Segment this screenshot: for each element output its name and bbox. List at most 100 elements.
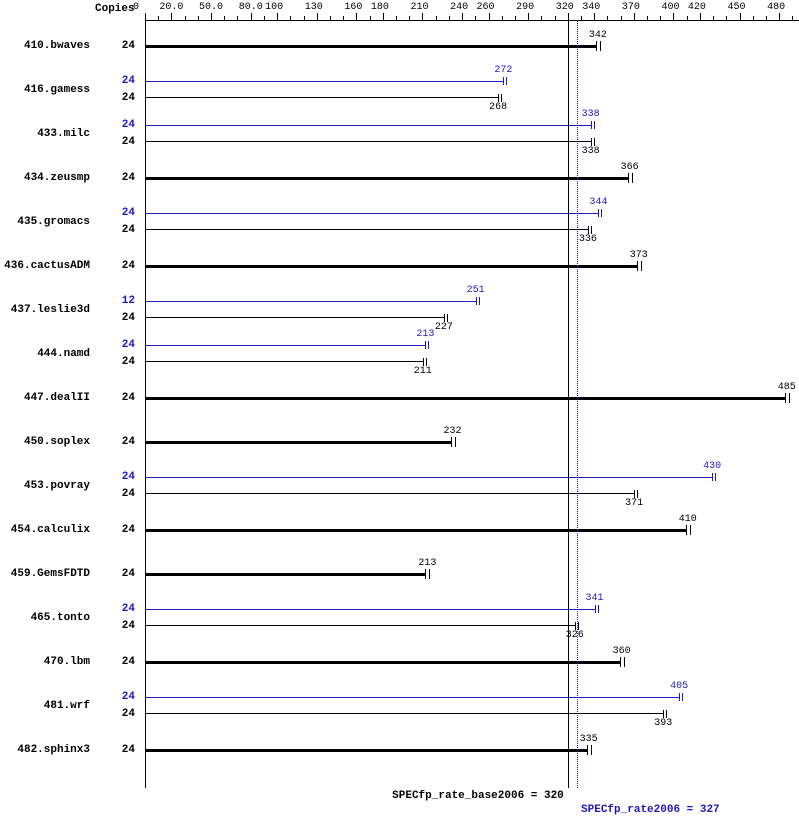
base-value: 366 <box>621 162 639 173</box>
base-copies: 24 <box>95 656 135 668</box>
peak-cap <box>503 77 504 85</box>
major-tick <box>171 13 172 20</box>
base-bar <box>145 661 621 664</box>
base-cap <box>429 569 430 579</box>
base-copies: 24 <box>95 708 135 720</box>
base-bar <box>145 573 426 576</box>
major-tick <box>779 13 780 20</box>
spec-benchmark-chart: 020.050.080.0100130160180210240260290320… <box>0 0 799 831</box>
peak-bar <box>145 477 713 478</box>
base-cap <box>785 393 786 403</box>
base-cap <box>641 261 642 271</box>
base-cap <box>587 745 588 755</box>
copies-header: Copies <box>95 3 135 15</box>
minor-tick <box>726 16 727 20</box>
minor-tick <box>792 16 793 20</box>
x-tick-label: 370 <box>622 2 652 13</box>
x-tick-label: 340 <box>582 2 612 13</box>
major-tick <box>383 13 384 20</box>
reference-line-peak <box>577 20 578 788</box>
minor-tick <box>370 16 371 20</box>
y-axis-left <box>145 20 146 788</box>
base-cap <box>663 710 664 718</box>
benchmark-name: 465.tonto <box>0 612 90 624</box>
base-bar <box>145 529 687 532</box>
base-cap <box>498 94 499 102</box>
peak-copies: 24 <box>95 207 135 219</box>
peak-cap <box>679 693 680 701</box>
base-cap <box>596 41 597 51</box>
base-bar <box>145 229 589 230</box>
minor-tick <box>343 16 344 20</box>
major-tick <box>489 13 490 20</box>
base-cap <box>455 437 456 447</box>
base-value: 232 <box>444 426 462 437</box>
base-cap <box>634 490 635 498</box>
major-tick <box>673 13 674 20</box>
peak-value: 213 <box>416 329 434 340</box>
minor-tick <box>449 16 450 20</box>
minor-tick <box>396 16 397 20</box>
peak-copies: 24 <box>95 603 135 615</box>
base-cap <box>423 358 424 366</box>
base-cap <box>628 173 629 183</box>
benchmark-name: 482.sphinx3 <box>0 744 90 756</box>
base-value: 485 <box>778 382 796 393</box>
base-value: 336 <box>579 234 597 245</box>
benchmark-name: 444.namd <box>0 348 90 360</box>
base-cap <box>789 393 790 403</box>
major-tick <box>634 13 635 20</box>
base-copies: 24 <box>95 436 135 448</box>
peak-cap <box>598 209 599 217</box>
base-copies: 24 <box>95 312 135 324</box>
major-tick <box>568 13 569 20</box>
peak-value: 272 <box>494 65 512 76</box>
base-copies: 24 <box>95 524 135 536</box>
major-tick <box>356 13 357 20</box>
base-bar <box>145 141 592 142</box>
peak-cap <box>601 209 602 217</box>
peak-bar <box>145 125 592 126</box>
base-copies: 24 <box>95 620 135 632</box>
x-tick-label: 130 <box>305 2 335 13</box>
peak-cap <box>682 693 683 701</box>
base-cap <box>501 94 502 102</box>
base-cap <box>632 173 633 183</box>
minor-tick <box>224 16 225 20</box>
base-copies: 24 <box>95 744 135 756</box>
major-tick <box>462 13 463 20</box>
benchmark-name: 453.povray <box>0 480 90 492</box>
base-value: 211 <box>414 366 432 377</box>
benchmark-name: 459.GemsFDTD <box>0 568 90 580</box>
peak-copies: 24 <box>95 471 135 483</box>
base-cap <box>425 569 426 579</box>
peak-value: 251 <box>467 285 485 296</box>
benchmark-name: 433.milc <box>0 128 90 140</box>
major-tick <box>740 13 741 20</box>
x-tick-label: 100 <box>265 2 295 13</box>
major-tick <box>594 13 595 20</box>
base-value: 393 <box>654 718 672 729</box>
peak-copies: 24 <box>95 119 135 131</box>
minor-tick <box>541 16 542 20</box>
base-bar <box>145 361 424 362</box>
peak-cap <box>476 297 477 305</box>
minor-tick <box>753 16 754 20</box>
minor-tick <box>185 16 186 20</box>
base-value: 338 <box>582 146 600 157</box>
base-cap <box>690 525 691 535</box>
peak-copies: 24 <box>95 339 135 351</box>
peak-copies: 24 <box>95 691 135 703</box>
base-cap <box>588 226 589 234</box>
peak-bar <box>145 697 680 698</box>
base-bar <box>145 749 588 752</box>
peak-bar <box>145 81 504 82</box>
benchmark-name: 410.bwaves <box>0 40 90 52</box>
base-cap <box>451 437 452 447</box>
base-cap <box>624 657 625 667</box>
minor-tick <box>436 16 437 20</box>
benchmark-name: 416.gamess <box>0 84 90 96</box>
base-value: 342 <box>589 30 607 41</box>
base-bar <box>145 265 638 268</box>
major-tick <box>528 13 529 20</box>
